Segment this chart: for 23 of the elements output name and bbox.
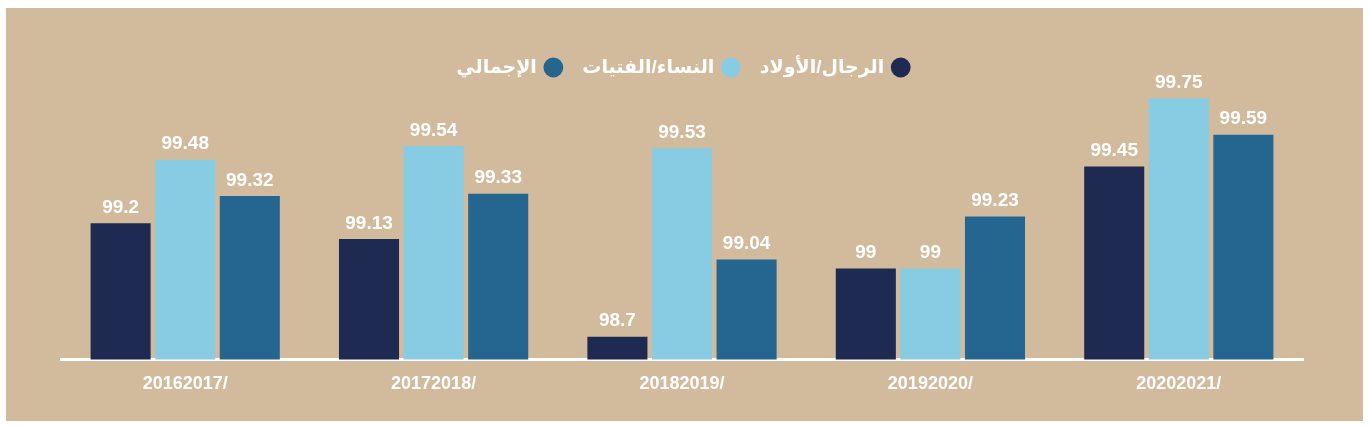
data-label: 99.04 <box>722 232 771 254</box>
x-tick-label: 20192020/ <box>887 373 973 394</box>
x-tick-label: 20182019/ <box>639 373 725 394</box>
x-tick-label: 20202021/ <box>1136 373 1222 394</box>
data-label: 99.45 <box>1090 139 1139 161</box>
x-tick-label: 20162017/ <box>142 373 228 394</box>
x-tick-label: 20172018/ <box>391 373 477 394</box>
data-label: 99.32 <box>226 168 274 190</box>
data-label: 99.13 <box>345 211 393 233</box>
data-label: 99.75 <box>1155 71 1204 93</box>
data-label: 99.48 <box>161 132 209 154</box>
legend-label: النساء/الفتيات <box>582 55 715 77</box>
data-label: 99.53 <box>658 121 706 143</box>
data-label: 99.23 <box>971 189 1019 211</box>
data-label: 99.59 <box>1219 107 1268 129</box>
legend-label: الإجمالي <box>456 55 537 78</box>
legend-label: الرجال/الأولاد <box>759 54 885 78</box>
data-label: 99.33 <box>474 166 522 188</box>
data-label: 99 <box>919 241 941 263</box>
data-label: 99.54 <box>409 118 458 140</box>
data-label: 99 <box>855 241 877 263</box>
data-label: 99.2 <box>102 195 140 217</box>
data-label: 98.7 <box>598 309 636 331</box>
